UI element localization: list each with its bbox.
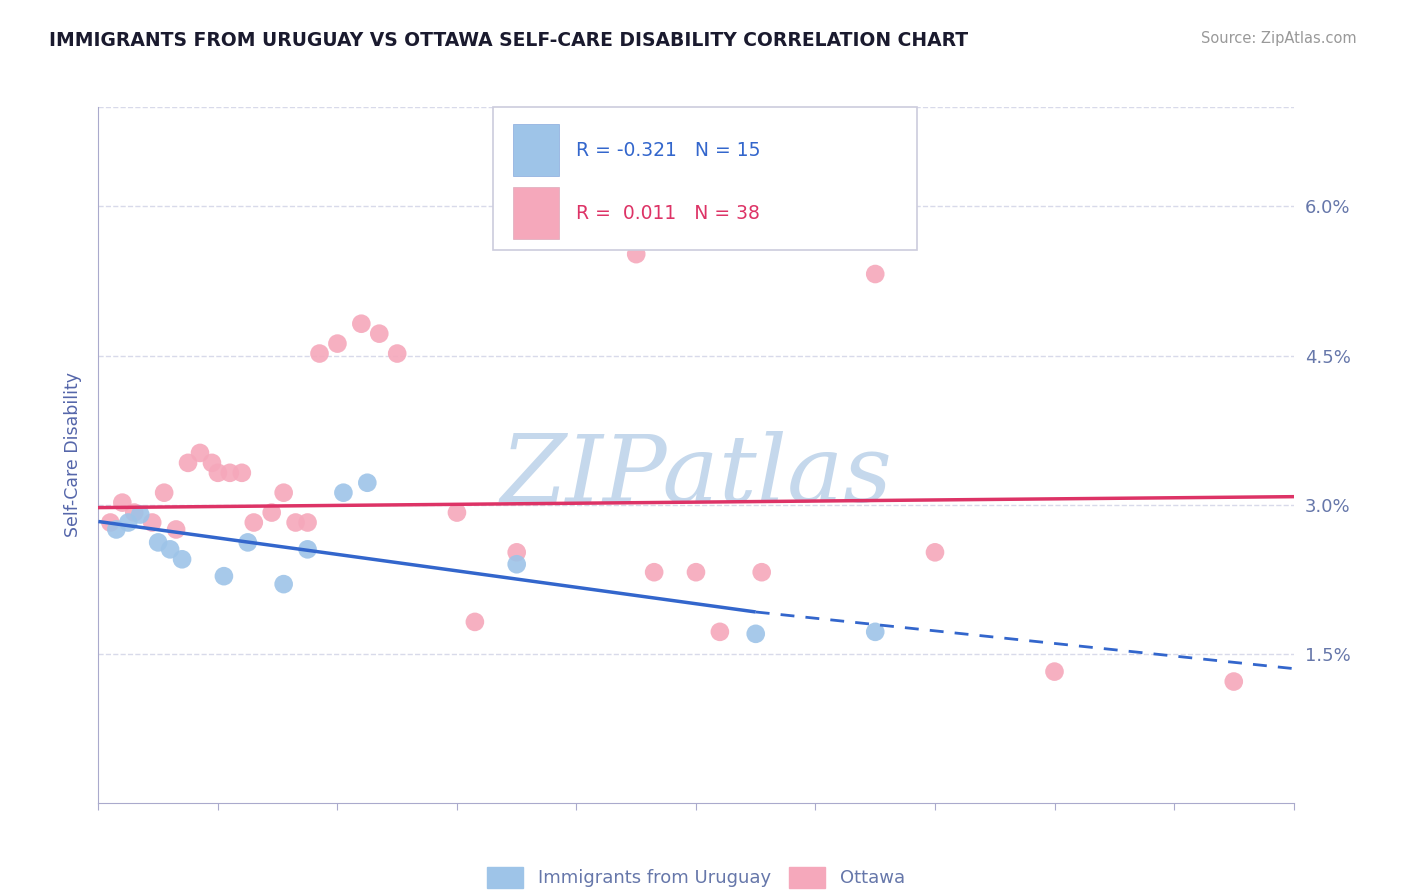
Point [243,516,266,530]
Point [117,516,139,530]
Point [159,542,181,557]
Legend: Immigrants from Uruguay, Ottawa: Immigrants from Uruguay, Ottawa [488,867,904,888]
Point [745,627,768,641]
Point [100,516,122,530]
Point [332,485,354,500]
FancyBboxPatch shape [513,124,558,177]
Point [219,466,242,480]
Point [368,326,391,341]
Point [172,552,194,566]
FancyBboxPatch shape [494,107,917,250]
Point [177,456,200,470]
Point [709,624,731,639]
Point [273,485,295,500]
Point [148,535,170,549]
Point [326,336,349,351]
Point [236,535,259,549]
Point [273,577,295,591]
Point [751,565,773,579]
Text: IMMIGRANTS FROM URUGUAY VS OTTAWA SELF-CARE DISABILITY CORRELATION CHART: IMMIGRANTS FROM URUGUAY VS OTTAWA SELF-C… [49,31,969,50]
Point [231,466,253,480]
Point [350,317,373,331]
Point [643,565,665,579]
Point [356,475,378,490]
Text: R = -0.321   N = 15: R = -0.321 N = 15 [576,141,761,161]
Point [385,346,409,360]
Point [297,516,319,530]
Point [863,267,887,281]
Point [207,466,229,480]
Point [506,545,529,559]
Point [308,346,330,360]
Point [1043,665,1066,679]
Point [212,569,235,583]
Point [810,227,832,242]
Point [464,615,486,629]
Point [124,506,146,520]
Point [153,485,176,500]
Point [446,506,468,520]
Text: ZIPatlas: ZIPatlas [501,431,891,521]
Point [165,523,187,537]
Point [105,523,128,537]
Point [129,508,152,522]
Point [1222,674,1246,689]
Point [284,516,307,530]
Point [297,542,319,557]
Point [111,495,134,509]
Text: Source: ZipAtlas.com: Source: ZipAtlas.com [1201,31,1357,46]
Point [188,446,211,460]
FancyBboxPatch shape [513,186,558,239]
Point [260,506,283,520]
Point [626,247,648,261]
Point [685,565,707,579]
Point [924,545,946,559]
Y-axis label: Self-Care Disability: Self-Care Disability [65,373,83,537]
Text: R =  0.011   N = 38: R = 0.011 N = 38 [576,204,761,223]
Point [141,516,163,530]
Point [863,624,887,639]
Point [201,456,224,470]
Point [506,558,529,572]
